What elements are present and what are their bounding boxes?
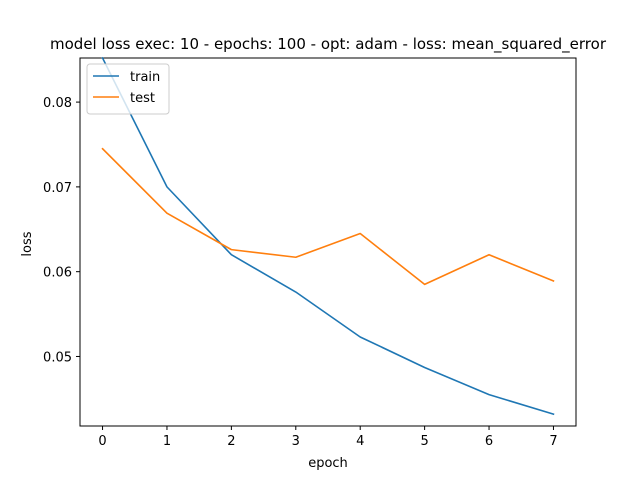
x-tick-label: 4 [356,434,364,449]
x-axis-label: epoch [308,456,348,471]
legend-label-test: test [130,91,155,106]
y-axis: 0.05 0.06 0.07 0.08 [43,96,80,365]
x-tick-label: 3 [292,434,300,449]
legend-label-train: train [130,70,160,85]
x-tick-label: 2 [227,434,235,449]
plot-frame [79,57,577,427]
x-tick-label: 7 [549,434,557,449]
legend: train test [86,63,170,115]
x-tick-label: 0 [98,434,106,449]
x-axis: 0 1 2 3 4 5 6 7 [98,426,558,449]
series-line-test [101,147,555,286]
y-tick-label: 0.08 [43,96,72,111]
x-tick-label: 5 [420,434,428,449]
chart-title: model loss exec: 10 - epochs: 100 - opt:… [50,35,607,54]
y-tick-label: 0.07 [43,181,72,196]
y-tick-label: 0.05 [43,350,72,365]
y-tick-label: 0.06 [43,266,72,281]
plot-area [79,57,577,427]
series-layer [101,56,555,416]
y-axis-label: loss [20,231,35,256]
x-tick-label: 6 [485,434,493,449]
x-tick-label: 1 [163,434,171,449]
series-line-train [101,56,555,416]
